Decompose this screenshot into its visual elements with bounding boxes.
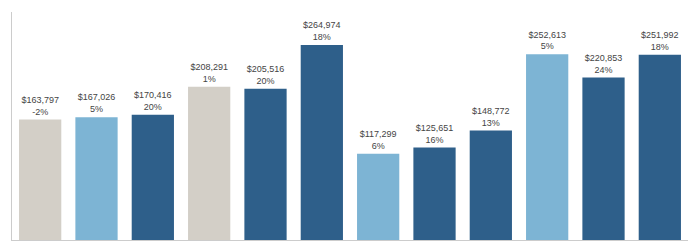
svg-text:$264,97418%: $264,97418% [303,20,341,42]
svg-text:$167,0265%: $167,0265% [78,92,116,114]
svg-text:$163,797-2%: $163,797-2% [21,95,59,117]
svg-text:$251,99218%: $251,99218% [641,30,679,52]
svg-text:$125,65116%: $125,65116% [416,123,454,145]
svg-text:$148,77213%: $148,77213% [472,106,510,128]
svg-text:$205,51620%: $205,51620% [247,64,285,86]
svg-text:$252,6135%: $252,6135% [528,30,566,52]
svg-text:$117,2996%: $117,2996% [360,129,397,151]
svg-text:$220,85324%: $220,85324% [585,53,623,75]
svg-text:$170,41620%: $170,41620% [134,90,172,112]
svg-text:$208,2911%: $208,2911% [190,62,228,84]
